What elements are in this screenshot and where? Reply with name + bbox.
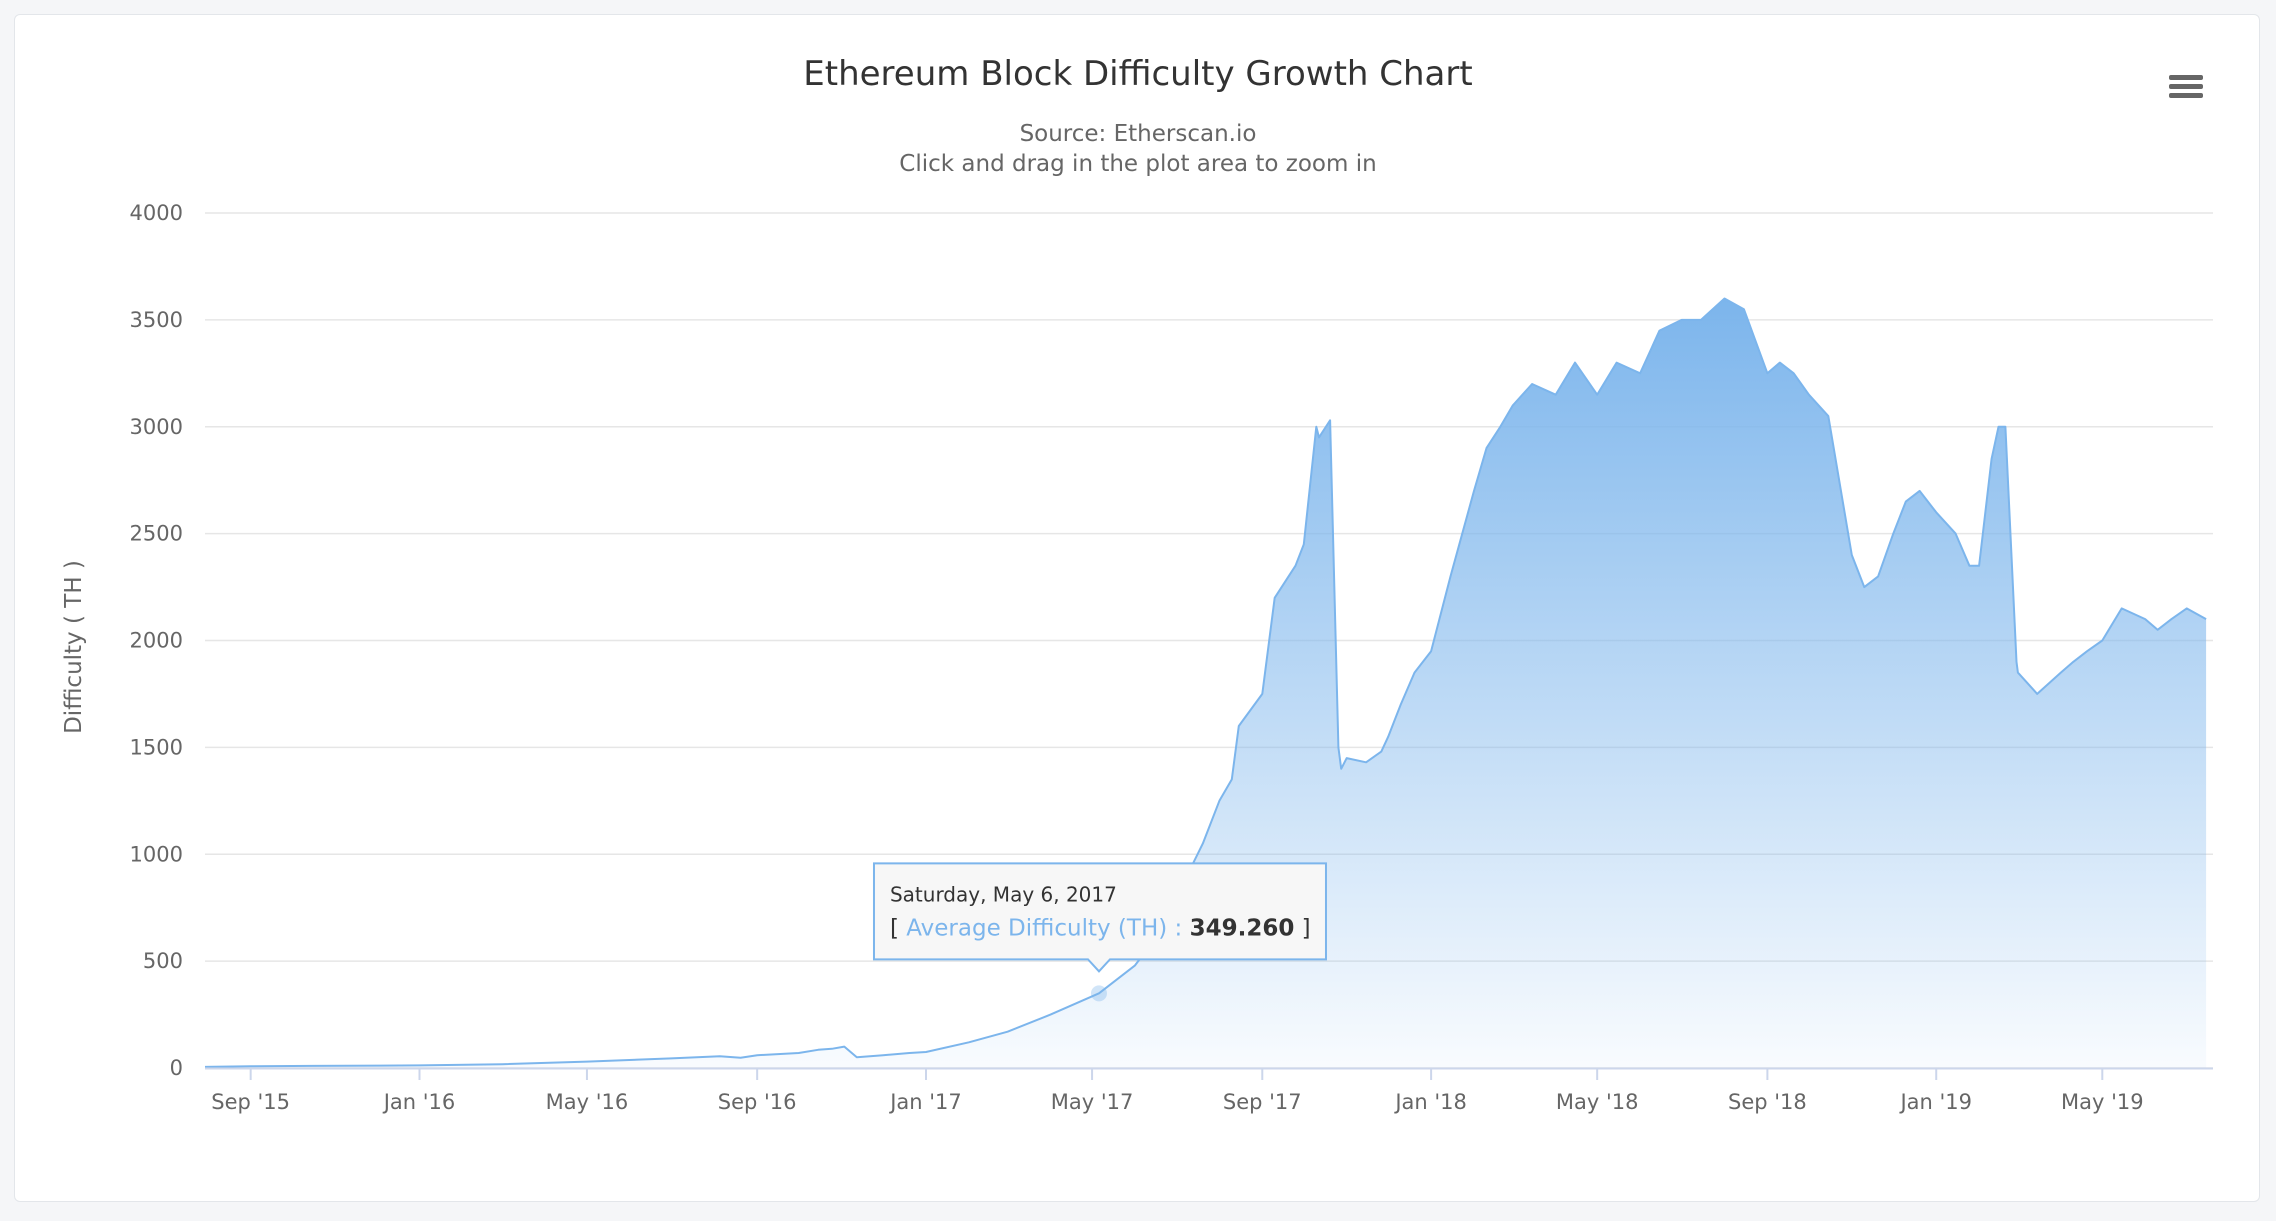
y-tick-label-2000: 2000: [130, 629, 183, 653]
x-tick-label-3: Sep '16: [718, 1090, 797, 1114]
x-tick-label-0: Sep '15: [211, 1090, 290, 1114]
y-tick-label-1500: 1500: [130, 735, 183, 759]
series-area-0: [205, 298, 2207, 1068]
grid-layer: [205, 212, 2213, 1069]
x-tick-label-2: May '16: [546, 1090, 629, 1114]
chart-subtitle: Source: Etherscan.io: [1020, 121, 1257, 147]
y-tick-label-2500: 2500: [130, 522, 183, 546]
y-tick-label-3000: 3000: [130, 415, 183, 439]
chart-svg[interactable]: Ethereum Block Difficulty Growth Chart S…: [15, 15, 2261, 1203]
x-tick-label-11: May '19: [2061, 1090, 2144, 1114]
y-tick-label-1000: 1000: [130, 842, 183, 866]
chart-card: Ethereum Block Difficulty Growth Chart S…: [14, 14, 2260, 1202]
x-tick-label-7: Jan '18: [1393, 1090, 1467, 1114]
y-tick-layer: 0 500 1000 1500 2000 2500 3000 3500 4000: [130, 201, 183, 1080]
y-tick-label-3500: 3500: [130, 308, 183, 332]
tooltip-value: 349.260: [1190, 915, 1295, 941]
tooltip-box: [872, 862, 1327, 973]
x-tick-label-5: May '17: [1051, 1090, 1134, 1114]
tooltip-value-line: [ Average Difficulty (TH) : 349.260 ]: [890, 915, 1311, 941]
x-tick-label-6: Sep '17: [1223, 1090, 1302, 1114]
tooltip-marker: [1090, 985, 1107, 1002]
y-tick-label-0: 0: [170, 1056, 183, 1080]
y-tick-label-500: 500: [143, 949, 183, 973]
y-axis-title: Difficulty ( TH ): [61, 560, 87, 734]
tooltip-date: Saturday, May 6, 2017: [890, 882, 1117, 906]
x-tick-label-10: Jan '19: [1898, 1090, 1972, 1114]
x-tick-label-9: Sep '18: [1728, 1090, 1807, 1114]
x-tick-label-8: May '18: [1556, 1090, 1639, 1114]
y-tick-label-4000: 4000: [130, 201, 183, 225]
series-line-0: [204, 297, 2207, 1068]
hamburger-menu-icon[interactable]: [2169, 73, 2205, 101]
zoom-hint: Click and drag in the plot area to zoom …: [899, 151, 1376, 177]
x-tick-label-1: Jan '16: [382, 1090, 456, 1114]
x-tick-label-4: Jan '17: [888, 1090, 962, 1114]
tooltip: Saturday, May 6, 2017 [ Average Difficul…: [872, 862, 1327, 1002]
series-layer: [204, 297, 2207, 1068]
tooltip-series-label: Average Difficulty (TH): [906, 915, 1167, 941]
chart-title: Ethereum Block Difficulty Growth Chart: [803, 54, 1472, 94]
x-tick-layer: Sep '15 Jan '16 May '16 Sep '16 Jan '17 May '…: [205, 1067, 2213, 1114]
